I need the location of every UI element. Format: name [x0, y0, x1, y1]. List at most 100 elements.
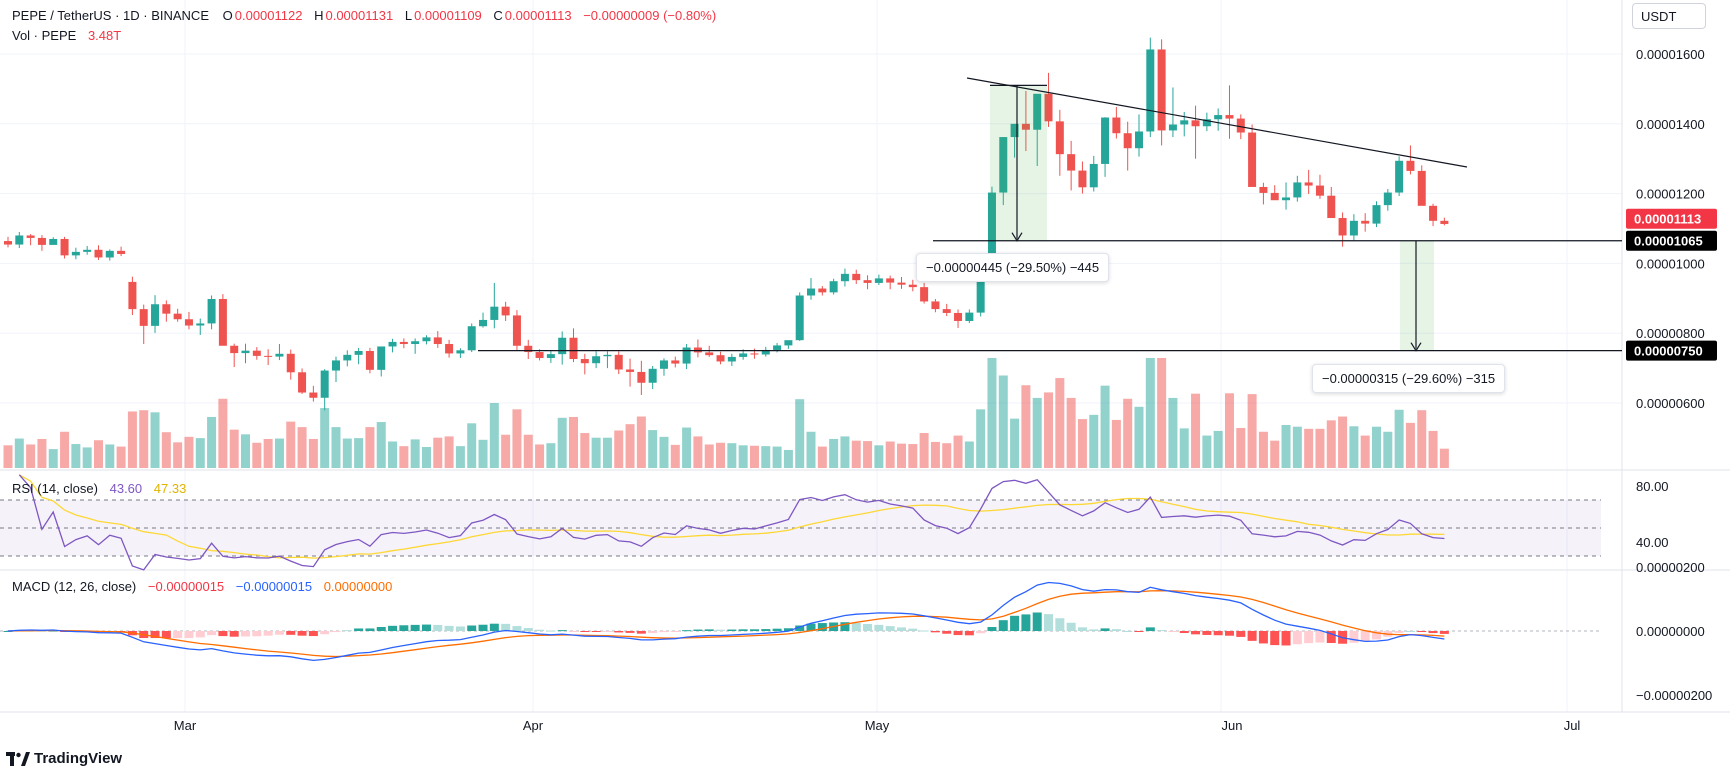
macd-histogram-bar: [648, 631, 658, 634]
candle-body: [151, 304, 160, 326]
candle-body: [1078, 170, 1087, 188]
last-price-tag: 0.00001113: [1634, 212, 1701, 227]
time-tick-label: Jul: [1564, 718, 1581, 733]
macd-histogram-bar: [1123, 630, 1133, 632]
volume-bar: [1179, 428, 1189, 468]
macd-histogram-bar: [365, 628, 375, 631]
candle-body: [1123, 133, 1132, 149]
candle-body: [976, 276, 985, 313]
volume-bar: [761, 446, 771, 468]
macd-histogram-bar: [523, 628, 533, 631]
candle-body: [1248, 132, 1257, 187]
candle-body: [1157, 49, 1166, 131]
candle-body: [1044, 93, 1053, 122]
low-value: 0.00001109: [414, 8, 482, 23]
macd-histogram-bar: [964, 631, 974, 636]
macd-histogram-bar: [263, 631, 273, 636]
candle-body: [298, 372, 307, 393]
macd-histogram-bar: [942, 631, 952, 634]
macd-histogram-bar: [308, 631, 318, 637]
candle-body: [1327, 195, 1336, 219]
volume-bar: [1372, 426, 1382, 468]
volume-bar: [93, 440, 103, 468]
candle-body: [750, 353, 759, 355]
macd-histogram-bar: [602, 631, 612, 632]
candle-body: [1067, 154, 1076, 171]
candle-body: [784, 340, 793, 346]
candle-body: [648, 368, 657, 383]
macd-histogram-bar: [467, 625, 477, 631]
candle-body: [479, 319, 488, 327]
candle-body: [1395, 160, 1404, 193]
macd-histogram-bar: [501, 623, 511, 631]
candle-body: [1010, 123, 1019, 138]
candle-body: [1033, 93, 1042, 130]
macd-histogram-bar: [817, 623, 827, 631]
macd-histogram-bar: [1191, 631, 1201, 635]
rsi-line: [18, 474, 1445, 571]
close-value: 0.00001113: [504, 8, 572, 23]
candle-body: [230, 345, 239, 354]
support-price-tag-bg: [1626, 230, 1717, 251]
candle-body: [207, 298, 216, 324]
macd-histogram-bar: [421, 624, 431, 631]
candle-body: [399, 341, 408, 345]
macd-histogram-bar: [546, 630, 556, 632]
volume-bar: [116, 446, 126, 468]
volume-bar: [512, 409, 522, 468]
candle-body: [1417, 170, 1426, 206]
volume-bar: [365, 427, 375, 468]
macd-histogram-bar: [659, 631, 669, 633]
macd-histogram-bar: [252, 631, 262, 637]
candles[interactable]: [4, 37, 1449, 411]
volume-bar: [1270, 440, 1280, 468]
volume-bar: [896, 443, 906, 468]
tradingview-brand[interactable]: TradingView: [6, 750, 122, 767]
volume-bar: [693, 436, 703, 468]
candle-body: [987, 192, 996, 277]
volume-bar: [1021, 385, 1031, 468]
candle-body: [761, 349, 770, 355]
macd-histogram-bar: [874, 624, 884, 631]
open-value: 0.00001122: [234, 8, 303, 23]
volume-bar: [874, 445, 884, 468]
volume-bar: [1145, 358, 1155, 468]
macd-tick-label: −0.00000200: [1636, 688, 1712, 703]
measure-label-1[interactable]: −0.00000445 (−29.50%) −445: [916, 253, 1110, 282]
macd-histogram-bar: [1145, 627, 1155, 631]
volume-bar: [1010, 418, 1020, 468]
grid: [0, 0, 1730, 713]
volume-bar: [48, 449, 58, 468]
drawings[interactable]: [478, 77, 1622, 352]
candle-body: [218, 298, 227, 346]
volume-bar: [580, 433, 590, 468]
macd-histogram-bar: [1405, 630, 1415, 632]
measure-label-2[interactable]: −0.00000315 (−29.60%) −315: [1312, 364, 1506, 393]
volume-bar: [501, 434, 511, 468]
macd-histogram-bar: [998, 620, 1008, 631]
candle-body: [829, 281, 838, 293]
volume-bar: [263, 438, 273, 468]
volume-bar: [14, 438, 24, 468]
volume-bar: [184, 436, 194, 468]
volume-bar: [1168, 397, 1178, 468]
candle-body: [897, 282, 906, 285]
candle-body: [1112, 117, 1121, 134]
candle-body: [128, 281, 137, 310]
macd-histogram-bar: [693, 629, 703, 631]
candle-body: [1021, 123, 1030, 130]
time-tick-label: Apr: [523, 718, 544, 733]
volume-bar: [342, 438, 352, 468]
candle-body: [286, 353, 295, 373]
target-price-tag-bg: [1626, 340, 1717, 361]
volume-bar: [1428, 430, 1438, 468]
macd-histogram-bar: [354, 628, 364, 631]
currency-button[interactable]: USDT: [1632, 3, 1706, 29]
macd-histogram-bar: [704, 629, 714, 631]
volume-bar: [1066, 397, 1076, 468]
candle-body: [4, 241, 12, 245]
volume-bar: [1247, 394, 1257, 468]
macd-histogram-bar: [851, 622, 861, 631]
macd-histogram-bar: [1066, 622, 1076, 631]
